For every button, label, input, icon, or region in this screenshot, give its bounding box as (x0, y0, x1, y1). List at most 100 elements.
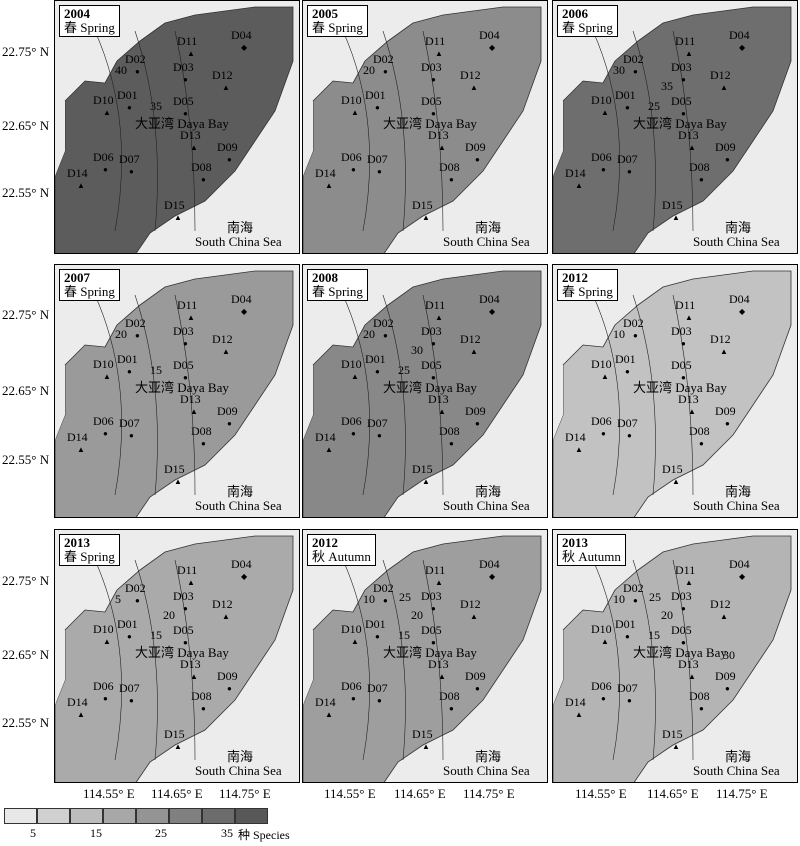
station-marker: ▲ (688, 672, 696, 681)
station-d07: D07 (119, 152, 140, 166)
station-marker: ▲ (685, 313, 693, 322)
station-d08: D08 (689, 689, 710, 703)
station-marker: ● (699, 439, 704, 448)
bay-water-area (553, 535, 792, 782)
contour-label: 15 (648, 628, 660, 642)
station-d15: D15 (164, 462, 185, 476)
contour-label: 5 (115, 592, 121, 606)
sea-label-en: South China Sea (693, 234, 780, 249)
station-d04: D04 (479, 557, 500, 571)
lon-label-c2-2: 114.65° E (394, 786, 446, 801)
station-marker: ● (383, 331, 388, 340)
station-marker: ▲ (685, 578, 693, 587)
contour-line (174, 294, 196, 496)
station-marker: ● (183, 75, 188, 84)
station-d09: D09 (465, 669, 486, 683)
station-marker: ● (183, 604, 188, 613)
sea-label-cn: 南海 (227, 749, 254, 764)
station-d05: D05 (671, 94, 692, 108)
station-marker: ▲ (685, 49, 693, 58)
station-marker: ▲ (222, 612, 230, 621)
sea-label-en: South China Sea (195, 763, 282, 778)
station-d07: D07 (367, 681, 388, 695)
station-marker: ● (449, 439, 454, 448)
panel-year: 2013 (562, 535, 588, 550)
station-d03: D03 (671, 60, 692, 74)
station-d07: D07 (119, 416, 140, 430)
bay-water-area (303, 6, 542, 253)
station-marker: ● (681, 373, 686, 382)
station-marker: ● (601, 429, 606, 438)
station-d15: D15 (412, 198, 433, 212)
station-d02: D02 (623, 316, 644, 330)
station-marker: ● (135, 596, 140, 605)
bay-map-svg (55, 6, 294, 253)
station-marker: ● (377, 431, 382, 440)
panel-season: 春 Spring (312, 284, 363, 299)
contour-label: 40 (115, 63, 127, 77)
station-d06: D06 (591, 414, 612, 428)
contour-line (422, 294, 444, 496)
land-area (303, 365, 313, 440)
station-d13: D13 (428, 657, 449, 671)
station-d14: D14 (565, 166, 586, 180)
station-marker: ▲ (470, 83, 478, 92)
contour-line (342, 559, 370, 761)
station-d15: D15 (662, 462, 683, 476)
bay-map-svg (553, 6, 792, 253)
station-marker: ▲ (688, 143, 696, 152)
station-marker: ● (383, 596, 388, 605)
contour-label: 25 (399, 590, 411, 604)
contour-label: 15 (150, 628, 162, 642)
station-d15: D15 (412, 727, 433, 741)
station-marker: ▲ (351, 372, 359, 381)
panel-season: 春 Spring (64, 20, 115, 35)
map-panel: 2007 春 Spring D04 ◆ D11 ▲ D02 ● D03 ● D12 ▲ D10 ▲ D01 ●… (54, 264, 300, 518)
bay-label: 大亚湾 Daya Bay (135, 380, 229, 395)
bay-label: 大亚湾 Daya Bay (633, 380, 727, 395)
station-marker: ● (375, 103, 380, 112)
contour-label: 35 (661, 79, 673, 93)
contour-label: 30 (411, 343, 423, 357)
station-d06: D06 (341, 679, 362, 693)
station-d02: D02 (373, 581, 394, 595)
bay-map-svg (303, 6, 542, 253)
station-marker: ● (103, 694, 108, 703)
station-marker: ● (183, 339, 188, 348)
map-panel: 2006 春 Spring D04 ◆ D11 ▲ D02 ● D03 ● D12 ▲ D10 ▲ D01 ●… (552, 0, 798, 254)
station-marker: ● (377, 696, 382, 705)
station-d03: D03 (671, 589, 692, 603)
station-marker: ● (625, 632, 630, 641)
station-d03: D03 (421, 60, 442, 74)
station-marker: ● (633, 596, 638, 605)
station-marker: ● (431, 373, 436, 382)
station-marker: ▲ (174, 742, 182, 751)
station-d15: D15 (164, 198, 185, 212)
panel-season: 春 Spring (312, 20, 363, 35)
station-marker: ▲ (190, 672, 198, 681)
station-d14: D14 (315, 430, 336, 444)
lat-label-row3-2255: 22.55° N (2, 715, 50, 730)
station-d01: D01 (117, 352, 138, 366)
station-d11: D11 (177, 34, 198, 48)
station-marker: ▲ (672, 477, 680, 486)
sea-label-en: South China Sea (693, 498, 780, 513)
station-marker: ● (127, 632, 132, 641)
bay-map-svg (55, 535, 294, 782)
station-d11: D11 (675, 563, 696, 577)
bay-water-area (55, 535, 294, 782)
bay-map-svg (303, 270, 542, 517)
station-marker: ▲ (222, 83, 230, 92)
station-marker: ● (681, 339, 686, 348)
station-marker: ▲ (174, 477, 182, 486)
station-d10: D10 (93, 622, 114, 636)
station-d14: D14 (315, 695, 336, 709)
lat-label-row1-2265: 22.65° N (2, 118, 50, 133)
station-marker: ▲ (720, 83, 728, 92)
station-marker: ● (431, 109, 436, 118)
map-panel: 2012 春 Spring D04 ◆ D11 ▲ D02 ● D03 ● D12 ▲ D10 ▲ D01 ●… (552, 264, 798, 518)
station-marker: ● (183, 373, 188, 382)
station-marker: ● (227, 684, 232, 693)
station-d10: D10 (591, 357, 612, 371)
contour-line (422, 559, 444, 761)
